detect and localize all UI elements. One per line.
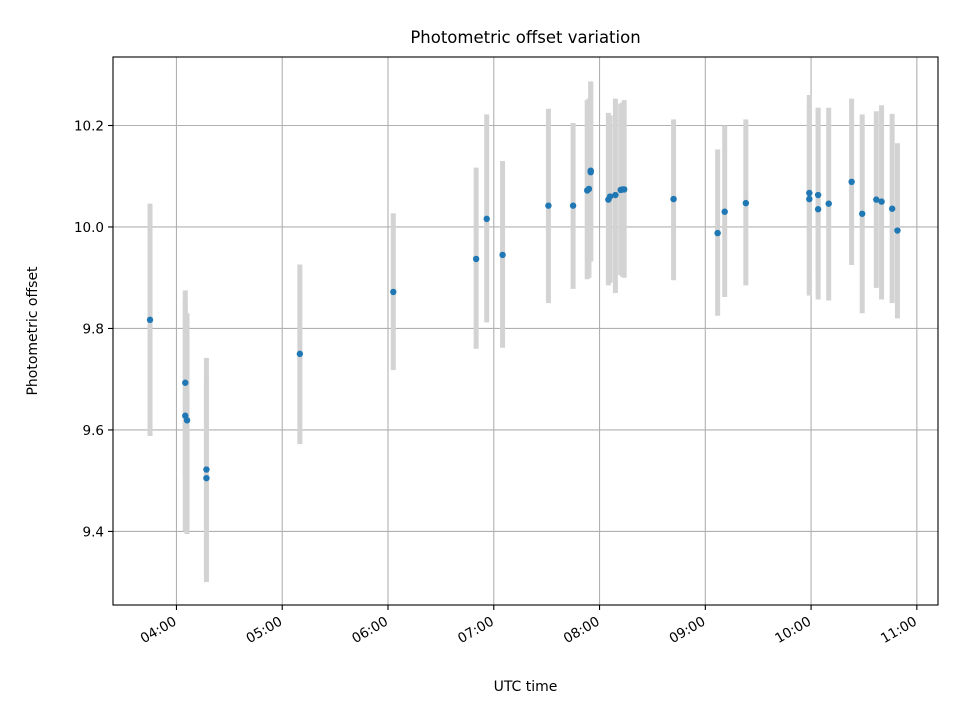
y-tick-label: 9.6	[83, 423, 104, 439]
data-point	[545, 202, 552, 209]
data-point	[203, 474, 210, 482]
data-point	[587, 167, 594, 174]
data-point	[483, 215, 490, 223]
data-point	[848, 178, 855, 186]
data-point	[806, 195, 813, 203]
data-point	[714, 229, 721, 237]
data-point	[569, 202, 577, 209]
data-point	[878, 198, 885, 205]
data-point	[472, 255, 480, 263]
y-tick-label: 9.8	[83, 321, 104, 337]
data-point	[390, 288, 397, 296]
data-point	[621, 186, 628, 193]
data-point	[182, 379, 189, 386]
data-point	[499, 251, 506, 259]
data-point	[183, 417, 191, 424]
data-point	[721, 208, 728, 215]
data-point	[203, 466, 210, 473]
data-point	[888, 205, 896, 212]
chart-title: Photometric offset variation	[410, 28, 640, 47]
x-axis-label: UTC time	[494, 679, 558, 695]
data-point	[742, 199, 750, 207]
data-point	[806, 189, 813, 197]
data-point	[873, 196, 880, 203]
data-point	[612, 191, 619, 199]
y-tick-label: 10.0	[74, 220, 104, 236]
y-axis-label: Photometric offset	[25, 266, 41, 396]
y-axis: 9.4 9.6 9.8 10.0 10.2	[74, 119, 113, 540]
data-point	[814, 191, 822, 199]
data-point	[814, 206, 822, 213]
data-point	[825, 200, 832, 207]
data-point	[146, 316, 154, 324]
data-point	[858, 210, 866, 217]
data-point	[585, 185, 593, 193]
data-point	[606, 193, 614, 200]
data-points	[146, 167, 901, 482]
grid-lines	[113, 57, 938, 605]
plot-frame	[112, 56, 939, 606]
y-tick-label: 9.4	[83, 524, 104, 540]
data-point	[296, 350, 304, 358]
y-tick-label: 10.2	[74, 119, 104, 135]
data-point	[894, 227, 901, 234]
data-point	[670, 195, 677, 203]
